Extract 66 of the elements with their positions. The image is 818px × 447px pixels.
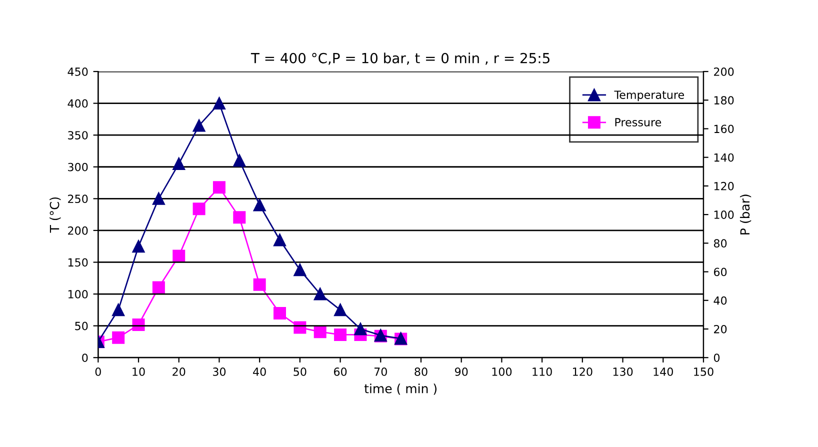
y2-tick-label: 100 [714,210,734,219]
y2-tick-label: 180 [714,96,734,105]
y2-axis-title: P (bar) [740,194,752,234]
y2-tick-label: 20 [714,324,727,334]
x-axis-title: time ( min ) [364,384,436,395]
point [274,234,286,246]
y-tick-label: 200 [68,226,88,235]
point [253,278,266,291]
y2-tick-label: 60 [714,268,727,276]
point [112,304,125,316]
x-tick-label: 90 [454,368,468,376]
point [172,157,186,170]
y2-tick-label: 120 [714,182,734,190]
point [334,328,347,341]
point [294,264,306,276]
x-tick-label: 40 [253,368,266,376]
x-tick-label: 50 [294,368,306,376]
point [354,322,367,336]
y2-tick-label: 40 [714,296,727,305]
y-tick-label: 50 [75,322,88,330]
y2-tick-label: 200 [714,67,734,76]
legend-label: Temperature [614,90,684,102]
x-tick-label: 30 [213,368,226,376]
x-tick-label: 60 [334,368,347,376]
point [212,181,226,194]
y-tick-label: 300 [68,162,88,172]
point [152,281,165,294]
point [112,331,125,344]
y-tick-label: 450 [68,67,88,76]
y2-tick-label: 80 [714,239,727,248]
point [233,154,246,167]
y2-tick-label: 140 [714,153,734,162]
point [274,307,286,320]
x-tick-label: 20 [172,368,186,376]
x-tick-label: 150 [694,368,714,376]
point [334,304,347,316]
x-tick-label: 110 [532,368,552,376]
y2-tick-label: 160 [714,124,734,134]
x-tick-label: 120 [573,368,592,376]
point [253,198,266,212]
point [314,288,326,300]
point [233,211,246,224]
x-tick-label: 70 [374,368,387,376]
x-tick-label: 130 [613,368,633,376]
chart-title: T = 400 °C,P = 10 bar, t = 0 min , r = 25:5 [250,52,550,65]
point [172,250,186,262]
x-tick-label: 10 [132,368,145,376]
y-tick-label: 350 [68,131,88,140]
point [192,202,206,216]
x-tick-label: 100 [492,368,512,376]
y-tick-label: 400 [68,99,88,108]
y-tick-label: 150 [68,258,88,267]
point [314,326,326,338]
x-tick-label: 0 [95,368,101,376]
x-tick-label: 80 [414,368,428,376]
y-tick-label: 250 [68,194,88,204]
legend-label: Pressure [615,118,662,126]
point [152,192,165,205]
y-axis-title: T (°C) [50,197,61,233]
point [212,97,226,110]
point [192,119,206,132]
y-tick-label: 0 [82,354,88,362]
point [132,240,145,253]
x-tick-label: 140 [654,368,673,376]
y2-tick-label: 0 [714,354,720,362]
y-tick-label: 100 [68,290,88,298]
